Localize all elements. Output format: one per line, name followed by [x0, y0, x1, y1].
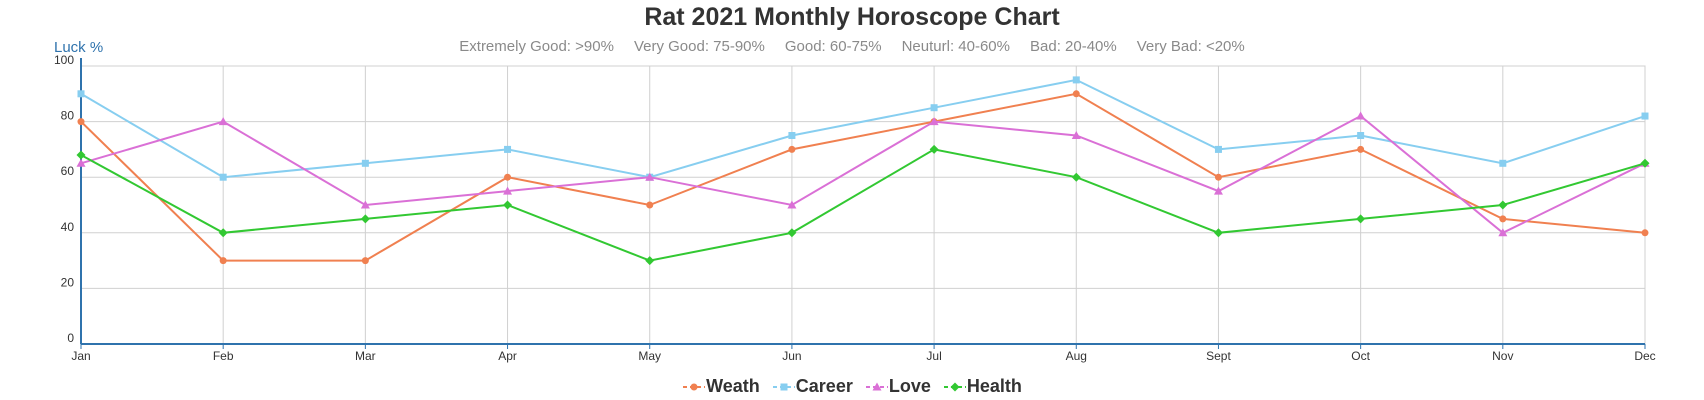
data-point-love — [1356, 111, 1366, 120]
legend-swatch — [865, 382, 888, 391]
x-tick-label: Jul — [926, 349, 941, 363]
subtitle-item: Bad: 20-40% — [1030, 38, 1117, 55]
series-line-health — [80, 148, 1646, 262]
subtitle-item: Extremely Good: >90% — [459, 38, 614, 55]
data-point-health — [503, 200, 513, 210]
x-tick-label: Jan — [71, 349, 90, 363]
data-point-health — [360, 214, 370, 224]
data-point-weath — [646, 201, 654, 209]
legend-item-weath[interactable]: Weath — [682, 376, 760, 397]
series-line-love — [80, 114, 1646, 234]
data-point-weath — [504, 173, 512, 181]
data-point-health — [1071, 172, 1081, 182]
data-point-career — [1357, 132, 1365, 139]
data-point-love — [1071, 131, 1081, 139]
data-point-health — [929, 144, 939, 154]
subtitle-item: Neuturl: 40-60% — [901, 38, 1010, 55]
y-tick-label: 0 — [67, 331, 74, 345]
y-axis-label: Luck % — [54, 39, 104, 56]
x-tick-label: Sept — [1206, 349, 1231, 363]
data-point-career — [361, 159, 369, 167]
legend-marker — [690, 383, 698, 391]
data-point-career — [1214, 145, 1222, 153]
data-point-weath — [1499, 215, 1507, 223]
data-point-health — [787, 228, 797, 238]
data-point-health — [218, 228, 228, 238]
x-tick-label: Nov — [1492, 349, 1513, 363]
data-point-weath — [361, 257, 369, 265]
data-point-love — [1498, 228, 1508, 237]
y-tick-label: 60 — [61, 164, 75, 178]
chart-subtitle: Extremely Good: >90% Very Good: 75-90% Goo… — [0, 38, 1704, 55]
legend-swatch — [683, 383, 706, 391]
legend-swatch — [772, 383, 795, 391]
data-point-career — [1641, 112, 1649, 120]
data-point-health — [1356, 214, 1366, 224]
legend-marker — [950, 382, 960, 392]
data-point-love — [503, 186, 513, 195]
data-point-love — [929, 117, 939, 126]
data-point-weath — [1641, 229, 1649, 237]
line-chart: 0 20 40 60 80 100 Jan Feb Mar Apr May Jun Jul Aug Sept… — [54, 53, 1656, 363]
chart-legend: Weath Career Love Health — [0, 376, 1704, 397]
data-point-career — [1072, 76, 1080, 84]
y-tick-label: 80 — [61, 109, 75, 123]
data-point-health — [645, 256, 655, 266]
x-tick-label: Feb — [213, 349, 234, 363]
data-point-love — [787, 200, 797, 209]
data-point-weath — [1072, 90, 1080, 98]
data-point-weath — [1357, 145, 1365, 153]
data-point-health — [76, 150, 86, 160]
data-point-career — [930, 104, 938, 112]
x-tick-label: Apr — [498, 349, 517, 363]
x-tick-label: Mar — [355, 349, 376, 363]
data-point-career — [77, 90, 85, 98]
x-tick-label: May — [638, 349, 661, 363]
legend-label: Career — [795, 376, 853, 396]
legend-label: Health — [966, 376, 1022, 396]
data-point-health — [1498, 200, 1508, 210]
subtitle-item: Good: 60-75% — [784, 38, 882, 55]
legend-item-career[interactable]: Career — [772, 376, 853, 397]
data-point-love — [1213, 186, 1223, 195]
series-line-weath — [80, 92, 1646, 262]
legend-marker — [872, 382, 882, 391]
data-point-weath — [219, 257, 227, 265]
legend-label: Love — [888, 376, 931, 396]
legend-marker — [780, 383, 788, 391]
x-tick-label: Dec — [1634, 349, 1655, 363]
data-point-love — [645, 172, 655, 181]
data-point-career — [504, 145, 512, 153]
data-point-love — [76, 158, 86, 167]
data-point-career — [788, 132, 796, 139]
subtitle-item: Very Bad: <20% — [1136, 38, 1245, 55]
chart-title: Rat 2021 Monthly Horoscope Chart — [644, 3, 1060, 31]
legend-label: Weath — [706, 376, 760, 396]
data-point-career — [219, 173, 227, 181]
subtitle-item: Very Good: 75-90% — [633, 38, 765, 55]
y-tick-label: 40 — [61, 220, 75, 234]
legend-item-health[interactable]: Health — [943, 376, 1022, 397]
legend-item-love[interactable]: Love — [865, 376, 931, 397]
y-tick-label: 20 — [61, 275, 75, 289]
x-tick-label: Aug — [1066, 349, 1087, 363]
plot-frame — [80, 65, 1646, 345]
x-tick-label: Jun — [782, 349, 801, 363]
data-point-career — [1499, 159, 1507, 167]
data-point-health — [1640, 158, 1650, 168]
y-tick-label: 100 — [54, 53, 74, 67]
data-point-weath — [77, 118, 85, 126]
legend-swatch — [943, 382, 966, 392]
data-point-love — [360, 200, 370, 209]
x-tick-label: Oct — [1351, 349, 1370, 363]
data-point-weath — [788, 145, 796, 153]
series-line-career — [80, 78, 1646, 179]
data-point-love — [218, 117, 228, 126]
data-point-weath — [1214, 173, 1222, 181]
data-point-health — [1213, 228, 1223, 238]
